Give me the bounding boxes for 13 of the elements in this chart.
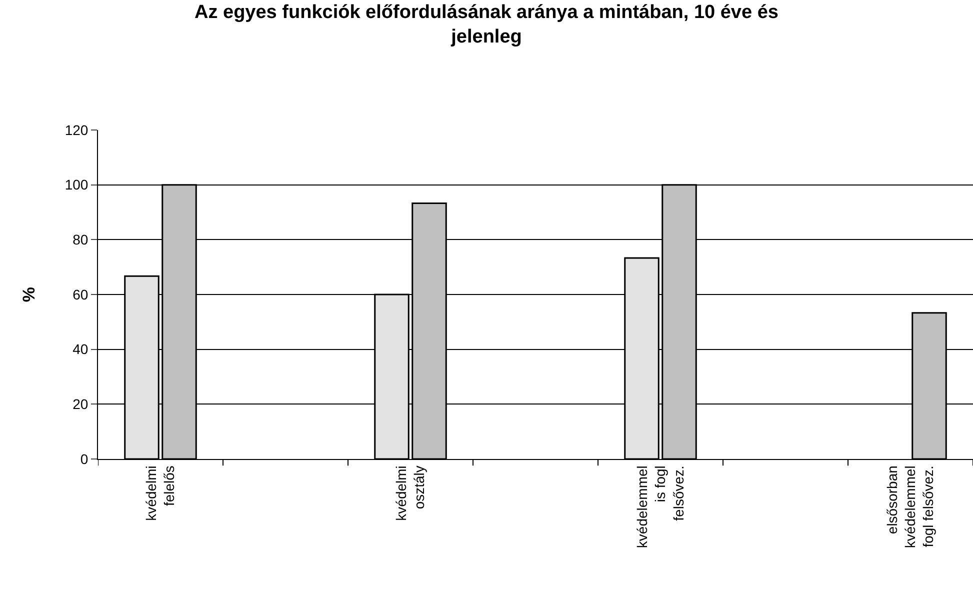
y-tick-label: 80 [72,232,88,248]
x-tick-label: kvédelemmel is fogl felsővez. [634,466,686,548]
y-tick-label: 100 [64,176,88,193]
y-tick-label: 0 [80,450,88,467]
y-tick-label: 60 [72,286,88,302]
y-axis-title: % [19,286,38,302]
y-tick-label: 40 [72,341,88,358]
y-tick-label: 120 [64,122,88,138]
x-tick-label: elsősorban kvédelemmel fogl felsővez. [884,466,936,548]
x-tick-label: kvédelmi felelős [142,466,178,521]
y-tick-label: 20 [72,396,88,412]
chart-title: Az egyes funkciók előfordulásának aránya a mintában, 10 éve és jelenleg [194,2,778,48]
x-tick-label: kvédelmi osztály [392,466,428,521]
